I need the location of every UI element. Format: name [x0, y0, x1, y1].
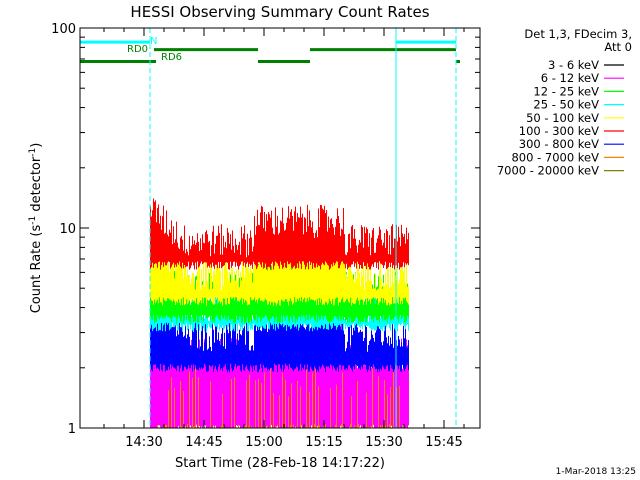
state-label-n: N [150, 36, 157, 47]
x-axis: 14:30 14:45 15:00 15:15 15:30 15:45 [103, 28, 465, 450]
x-tick-label: 15:45 [425, 435, 462, 450]
legend-entry-label: 7000 - 20000 keV [497, 164, 599, 178]
chart-title: HESSI Observing Summary Count Rates [130, 3, 429, 21]
plot-area [150, 198, 409, 428]
y-tick-label: 1 [68, 422, 76, 437]
legend-header-line1: Det 1,3, FDecim 3, [524, 27, 632, 41]
legend-entry-label: 50 - 100 keV [526, 111, 599, 125]
series-low-spikes [168, 368, 400, 428]
legend-entry-label: 300 - 800 keV [519, 137, 599, 151]
legend-entry-label: 100 - 300 keV [519, 124, 599, 138]
series-band-ff00ff [150, 317, 409, 428]
legend-entry-label: 12 - 25 keV [533, 84, 599, 98]
y-axis-label-mid: detector [29, 156, 44, 216]
x-axis-label: Start Time (28-Feb-18 14:17:22) [175, 456, 385, 471]
y-axis-label: Count Rate (s-1 detector-1) [28, 143, 44, 314]
y-axis-label-end: ) [29, 143, 44, 148]
timestamp: 1-Mar-2018 13:25 [556, 467, 636, 477]
y-axis: 1 10 100 [51, 22, 480, 437]
y-axis-label-main: Count Rate (s [29, 225, 44, 314]
y-axis-label-sup2: -1 [28, 148, 38, 157]
y-tick-label: 10 [59, 222, 76, 237]
series-band-trace [150, 317, 409, 428]
state-label-rd0: RD0 [127, 44, 148, 55]
x-tick-label: 15:00 [245, 435, 282, 450]
x-tick-label: 14:45 [185, 435, 222, 450]
legend-header-line2: Att 0 [604, 40, 632, 54]
series-band-ff0000 [150, 198, 409, 270]
x-tick-label: 15:15 [305, 435, 342, 450]
series-band-trace [150, 290, 409, 373]
state-label-rd6: RD6 [161, 52, 182, 63]
legend-entry-label: 3 - 6 keV [548, 58, 599, 72]
x-tick-label: 14:30 [125, 435, 162, 450]
legend-entry-label: 800 - 7000 keV [511, 150, 599, 164]
y-axis-label-sup1: -1 [28, 216, 38, 225]
series-band-0000ff [150, 290, 409, 373]
series-band-trace [150, 198, 409, 270]
legend-entry-label: 6 - 12 keV [541, 71, 599, 85]
y-tick-label: 100 [51, 22, 76, 37]
orange-spike-trace [168, 368, 400, 428]
legend-entry-label: 25 - 50 keV [533, 98, 599, 112]
x-tick-label: 15:30 [365, 435, 402, 450]
